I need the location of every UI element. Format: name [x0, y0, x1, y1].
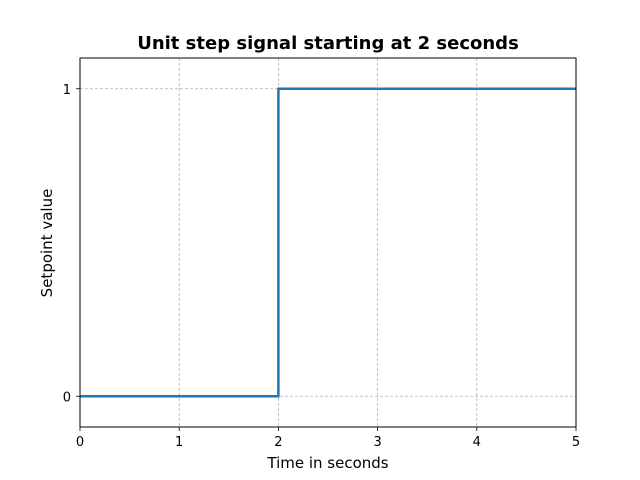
x-tick-label: 5: [572, 435, 580, 450]
ticks: 0 1 2 3 4 5 0 1: [63, 83, 580, 450]
y-axis-label: Setpoint value: [38, 189, 56, 298]
chart-title: Unit step signal starting at 2 seconds: [137, 33, 519, 54]
x-tick-label: 2: [274, 435, 282, 450]
x-tick-label: 1: [175, 435, 183, 450]
x-axis-label: Time in seconds: [266, 454, 388, 472]
step-signal-line: [80, 87, 576, 398]
y-tick-label: 1: [63, 83, 71, 98]
x-tick-label: 0: [76, 435, 84, 450]
x-tick-label: 4: [473, 435, 481, 450]
x-tick-label: 3: [373, 435, 381, 450]
y-tick-label: 0: [63, 390, 71, 405]
series-layer: [80, 87, 576, 398]
plot-frame: [79, 57, 577, 428]
